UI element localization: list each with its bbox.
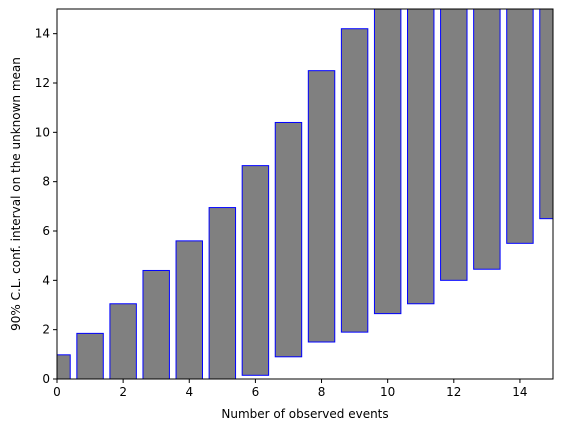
interval-bar bbox=[473, 9, 501, 270]
interval-bar bbox=[76, 332, 104, 379]
interval-bar bbox=[208, 207, 237, 379]
interval-bar bbox=[407, 9, 435, 305]
y-tick-label: 8 bbox=[42, 175, 50, 189]
x-tick-label: 0 bbox=[53, 385, 61, 399]
y-tick-label: 12 bbox=[35, 76, 50, 90]
interval-bar bbox=[440, 9, 468, 281]
x-tick-label: 10 bbox=[380, 385, 395, 399]
x-axis-label: Number of observed events bbox=[221, 407, 388, 421]
x-tick-label: 6 bbox=[252, 385, 260, 399]
interval-bar bbox=[340, 28, 369, 333]
x-axis-ticks: 0 2 4 6 8 10 12 14 bbox=[53, 379, 528, 399]
y-tick-label: 10 bbox=[35, 125, 50, 139]
interval-bar bbox=[539, 9, 553, 220]
y-tick-label: 0 bbox=[42, 372, 50, 386]
y-axis-label: 90% C.L. conf. interval on the unknown m… bbox=[9, 57, 23, 331]
plot-frame bbox=[56, 8, 554, 380]
x-tick-label: 14 bbox=[512, 385, 527, 399]
interval-bar bbox=[109, 303, 137, 379]
interval-bar bbox=[175, 240, 203, 379]
x-tick-label: 4 bbox=[185, 385, 193, 399]
y-tick-label: 14 bbox=[35, 27, 50, 41]
x-tick-label: 8 bbox=[318, 385, 326, 399]
interval-bar bbox=[506, 9, 534, 244]
bars-group bbox=[57, 9, 553, 379]
y-axis-ticks: 0 2 4 6 8 10 12 14 bbox=[35, 27, 57, 386]
y-tick-label: 6 bbox=[42, 224, 50, 238]
x-tick-label: 12 bbox=[446, 385, 461, 399]
x-tick-label: 2 bbox=[119, 385, 127, 399]
interval-bar bbox=[307, 70, 336, 343]
y-tick-label: 2 bbox=[42, 323, 50, 337]
interval-bar bbox=[373, 9, 402, 315]
y-tick-label: 4 bbox=[42, 273, 50, 287]
interval-bar bbox=[241, 165, 270, 376]
interval-bar bbox=[57, 354, 71, 379]
interval-bar bbox=[142, 269, 170, 379]
interval-bar bbox=[274, 121, 303, 358]
